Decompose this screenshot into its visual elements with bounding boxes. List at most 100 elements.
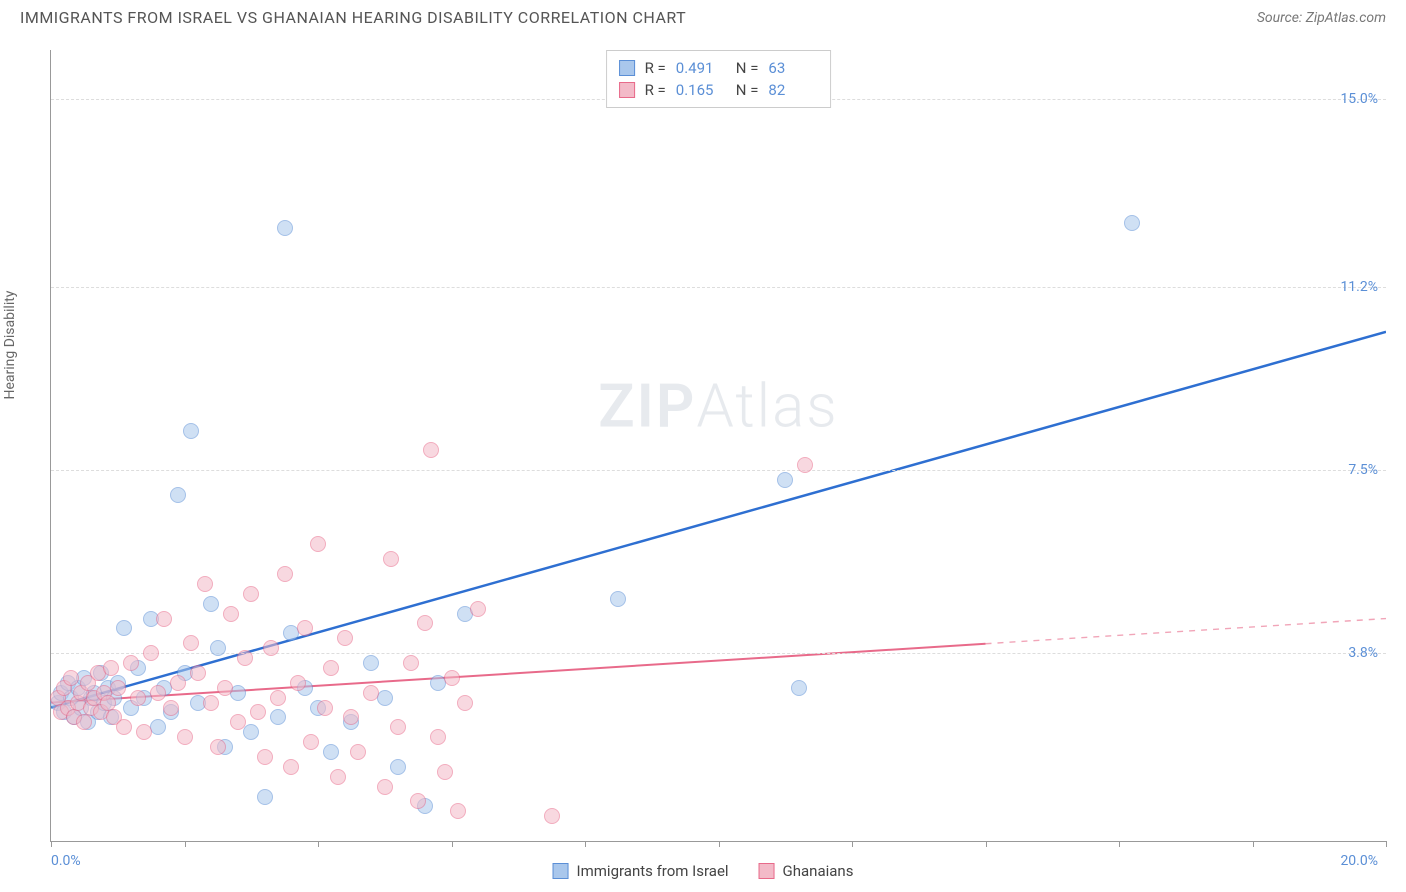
r-value-0: 0.491 bbox=[676, 59, 726, 77]
watermark: ZIPAtlas bbox=[598, 370, 838, 441]
title-bar: IMMIGRANTS FROM ISRAEL VS GHANAIAN HEARI… bbox=[0, 0, 1406, 31]
regression-lines bbox=[51, 50, 1386, 841]
r-value-1: 0.165 bbox=[676, 81, 726, 99]
data-point bbox=[230, 714, 246, 730]
data-point bbox=[190, 665, 206, 681]
legend-swatch-0 bbox=[553, 863, 569, 879]
swatch-series-0 bbox=[619, 60, 635, 76]
source: Source: ZipAtlas.com bbox=[1257, 10, 1386, 26]
data-point bbox=[337, 630, 353, 646]
data-point bbox=[123, 655, 139, 671]
x-tick bbox=[452, 841, 453, 847]
data-point bbox=[610, 591, 626, 607]
data-point bbox=[143, 645, 159, 661]
data-point bbox=[290, 675, 306, 691]
watermark-rest: Atlas bbox=[696, 370, 838, 441]
data-point bbox=[250, 704, 266, 720]
n-label-1: N = bbox=[736, 81, 759, 99]
data-point bbox=[797, 457, 813, 473]
data-point bbox=[210, 739, 226, 755]
r-label-1: R = bbox=[645, 81, 666, 99]
data-point bbox=[170, 487, 186, 503]
data-point bbox=[297, 620, 313, 636]
data-point bbox=[110, 680, 126, 696]
x-tick bbox=[1386, 841, 1387, 847]
data-point bbox=[390, 719, 406, 735]
source-label: Source: bbox=[1257, 10, 1306, 26]
data-point bbox=[270, 690, 286, 706]
data-point bbox=[417, 615, 433, 631]
data-point bbox=[237, 650, 253, 666]
legend-swatch-1 bbox=[759, 863, 775, 879]
data-point bbox=[350, 744, 366, 760]
x-tick bbox=[1253, 841, 1254, 847]
y-tick-label: 3.8% bbox=[1348, 645, 1378, 661]
gridline bbox=[51, 470, 1386, 471]
data-point bbox=[217, 680, 233, 696]
x-max-label: 20.0% bbox=[1340, 853, 1378, 869]
data-point bbox=[263, 640, 279, 656]
legend-item-0: Immigrants from Israel bbox=[553, 862, 729, 880]
data-point bbox=[1124, 215, 1140, 231]
data-point bbox=[130, 690, 146, 706]
data-point bbox=[100, 695, 116, 711]
data-point bbox=[136, 724, 152, 740]
source-name: ZipAtlas.com bbox=[1306, 10, 1386, 26]
data-point bbox=[303, 734, 319, 750]
data-point bbox=[430, 729, 446, 745]
x-tick bbox=[585, 841, 586, 847]
watermark-bold: ZIP bbox=[598, 370, 696, 441]
data-point bbox=[544, 808, 560, 824]
data-point bbox=[410, 793, 426, 809]
data-point bbox=[197, 576, 213, 592]
legend-stats-row-0: R = 0.491 N = 63 bbox=[619, 57, 819, 79]
data-point bbox=[183, 423, 199, 439]
data-point bbox=[317, 700, 333, 716]
data-point bbox=[383, 551, 399, 567]
data-point bbox=[363, 655, 379, 671]
data-point bbox=[437, 764, 453, 780]
data-point bbox=[330, 769, 346, 785]
data-point bbox=[450, 803, 466, 819]
y-tick-label: 11.2% bbox=[1340, 279, 1378, 295]
n-value-0: 63 bbox=[768, 59, 818, 77]
data-point bbox=[203, 695, 219, 711]
legend-label-1: Ghanaians bbox=[783, 862, 854, 880]
r-label-0: R = bbox=[645, 59, 666, 77]
data-point bbox=[277, 566, 293, 582]
data-point bbox=[363, 685, 379, 701]
data-point bbox=[777, 472, 793, 488]
data-point bbox=[403, 655, 419, 671]
data-point bbox=[283, 759, 299, 775]
data-point bbox=[223, 606, 239, 622]
data-point bbox=[170, 675, 186, 691]
chart-area: ZIPAtlas R = 0.491 N = 63 R = 0.165 N = … bbox=[50, 50, 1386, 842]
x-tick bbox=[185, 841, 186, 847]
legend-series: Immigrants from Israel Ghanaians bbox=[553, 862, 854, 880]
legend-item-1: Ghanaians bbox=[759, 862, 854, 880]
y-tick-label: 15.0% bbox=[1340, 91, 1378, 107]
x-tick bbox=[51, 841, 52, 847]
data-point bbox=[257, 789, 273, 805]
legend-stats-row-1: R = 0.165 N = 82 bbox=[619, 79, 819, 101]
data-point bbox=[323, 744, 339, 760]
data-point bbox=[116, 620, 132, 636]
data-point bbox=[63, 670, 79, 686]
data-point bbox=[390, 759, 406, 775]
swatch-series-1 bbox=[619, 82, 635, 98]
legend-label-0: Immigrants from Israel bbox=[577, 862, 729, 880]
plot-region: ZIPAtlas R = 0.491 N = 63 R = 0.165 N = … bbox=[50, 50, 1386, 842]
x-tick bbox=[719, 841, 720, 847]
data-point bbox=[323, 660, 339, 676]
data-point bbox=[423, 442, 439, 458]
data-point bbox=[210, 640, 226, 656]
data-point bbox=[444, 670, 460, 686]
data-point bbox=[76, 714, 92, 730]
data-point bbox=[150, 685, 166, 701]
gridline bbox=[51, 287, 1386, 288]
chart-title: IMMIGRANTS FROM ISRAEL VS GHANAIAN HEARI… bbox=[20, 8, 686, 27]
x-tick bbox=[318, 841, 319, 847]
data-point bbox=[116, 719, 132, 735]
legend-stats: R = 0.491 N = 63 R = 0.165 N = 82 bbox=[606, 50, 832, 108]
data-point bbox=[257, 749, 273, 765]
